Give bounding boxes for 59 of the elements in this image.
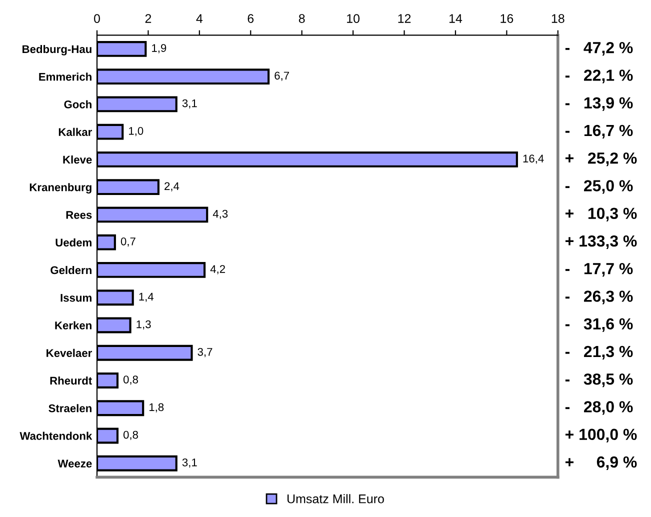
- y-tick-label: Kerken: [55, 321, 92, 330]
- x-tick-label: 4: [196, 14, 203, 23]
- data-label: 4,2: [210, 265, 225, 274]
- y-tick-label: Kranenburg: [30, 183, 92, 194]
- text: - 25,0 %: [565, 180, 633, 194]
- text: + 10,3 %: [565, 208, 637, 222]
- y-tick-label: Kevelaer: [46, 348, 92, 358]
- data-label: 3,7: [198, 348, 212, 358]
- data-label: 16,4: [523, 154, 544, 164]
- text: - 28,0 %: [565, 401, 633, 415]
- x-tick-label: 2: [145, 14, 152, 23]
- x-tick-label: 14: [449, 14, 462, 23]
- text: + 6,9 %: [565, 456, 637, 470]
- text: - 31,6 %: [565, 318, 633, 332]
- data-label: 0,7: [120, 237, 136, 247]
- legend-label: Umsatz Mill. Euro: [288, 494, 384, 504]
- y-tick-label: Weeze: [58, 460, 92, 468]
- y-tick-label: Straelen: [48, 404, 92, 412]
- data-label: 1,9: [152, 44, 166, 54]
- x-tick-label: 0: [94, 14, 100, 23]
- text: - 13,9 %: [565, 97, 633, 111]
- text: + 25,2 %: [565, 152, 637, 166]
- y-tick-label: Bedburg-Hau: [22, 44, 92, 56]
- data-label: 0,8: [123, 376, 138, 385]
- x-tick-label: 16: [500, 14, 514, 23]
- data-label: 3,1: [182, 458, 197, 468]
- y-tick-label: Goch: [64, 100, 92, 108]
- y-tick-label: Emmerich: [39, 72, 92, 81]
- x-tick-label: 6: [248, 14, 254, 23]
- data-label: 1,8: [149, 403, 164, 412]
- text: - 16,7 %: [565, 124, 633, 138]
- y-tick-label: Kleve: [63, 155, 92, 164]
- text: - 38,5 %: [565, 373, 633, 388]
- y-tick-label: Kalkar: [58, 128, 92, 136]
- text: - 21,3 %: [565, 346, 633, 360]
- x-tick-label: 10: [347, 14, 360, 23]
- data-label: 1,0: [129, 126, 144, 136]
- text: - 47,2 %: [565, 42, 633, 56]
- y-tick-label: Issum: [60, 294, 92, 302]
- text: + 100,0 %: [565, 428, 637, 442]
- text: - 22,1 %: [565, 70, 633, 84]
- data-label: 6,7: [274, 72, 290, 81]
- y-tick-label: Rheurdt: [50, 376, 92, 385]
- y-tick-label: Wachtendonk: [20, 432, 92, 440]
- data-label: 3,1: [182, 99, 197, 109]
- x-tick-label: 18: [552, 14, 564, 23]
- data-label: 1,3: [136, 320, 151, 330]
- y-tick-label: Geldern: [50, 266, 92, 274]
- data-label: 1,4: [139, 292, 154, 302]
- data-label: 4,3: [212, 210, 228, 220]
- x-tick-label: 12: [398, 14, 411, 23]
- data-label: 0,8: [123, 430, 138, 440]
- x-tick-label: 8: [298, 14, 305, 23]
- text: - 26,3 %: [565, 290, 633, 304]
- data-label: 2,4: [164, 182, 180, 192]
- text: + 133,3 %: [565, 235, 637, 249]
- y-tick-label: Rees: [66, 211, 92, 219]
- y-tick-label: Uedem: [56, 238, 92, 246]
- text: - 17,7 %: [565, 263, 633, 277]
